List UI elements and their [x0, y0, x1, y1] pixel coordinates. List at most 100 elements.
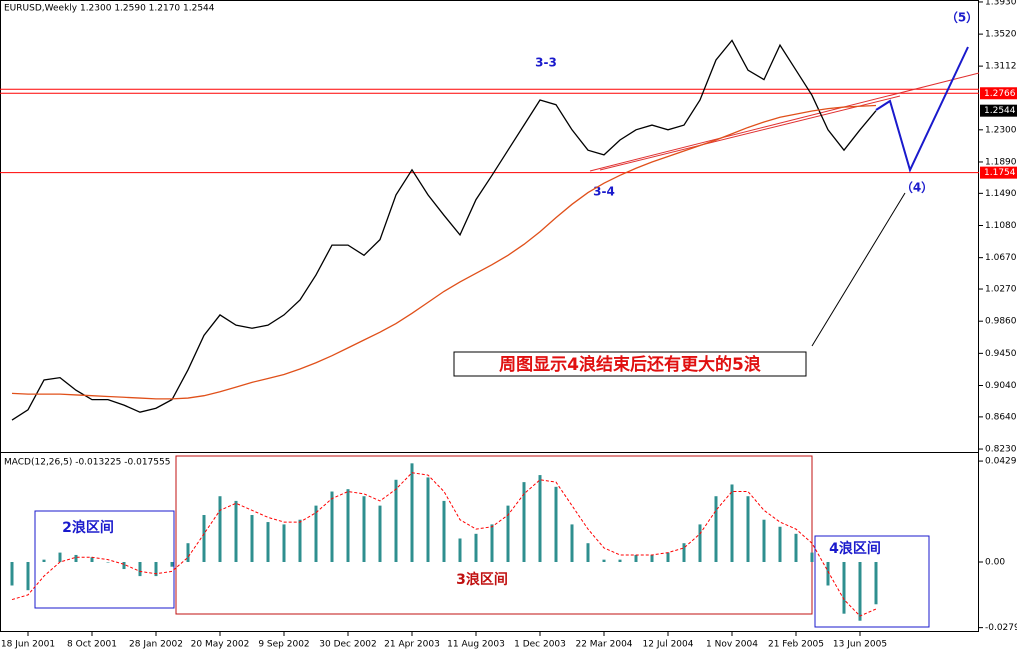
- y-tick-label: 1.3930: [985, 0, 1017, 7]
- histogram-bar: [378, 505, 382, 562]
- x-tick-label: 1 Dec 2003: [514, 640, 566, 650]
- y-tick-label: 1.0670: [985, 253, 1017, 263]
- histogram-bar: [650, 554, 654, 562]
- y-tick-label: 1.2300: [985, 125, 1017, 135]
- wave-projection: [875, 46, 969, 173]
- wave-label: （4）: [901, 180, 933, 195]
- x-tick-label: 8 Oct 2001: [67, 640, 117, 650]
- x-tick-label: 28 Jan 2002: [129, 640, 183, 650]
- y-tick-label: 0.9450: [985, 349, 1017, 359]
- histogram-bar: [730, 484, 734, 562]
- y-tick-label: 1.1890: [985, 157, 1017, 167]
- histogram-bar: [746, 496, 750, 562]
- histogram-bar: [282, 524, 286, 562]
- wave-label: 3-3: [535, 56, 557, 70]
- histogram-bar: [426, 477, 430, 562]
- y-tick-label: -0.02794: [985, 623, 1017, 633]
- wave-box-label: 2浪区间: [62, 519, 114, 536]
- histogram-bar: [682, 543, 686, 562]
- x-tick-label: 21 Apr 2003: [384, 640, 440, 650]
- level-tag: [980, 166, 1017, 179]
- histogram-bar: [522, 482, 526, 562]
- trend-line: [589, 72, 980, 172]
- level-label: 1.2766: [984, 89, 1016, 99]
- histogram-bar: [714, 496, 718, 562]
- histogram-bar: [106, 561, 110, 563]
- histogram-bar: [570, 524, 574, 562]
- x-tick-label: 9 Sep 2002: [258, 640, 309, 650]
- histogram-bar: [458, 538, 462, 562]
- level-label: 1.2544: [984, 106, 1016, 116]
- histogram-bar: [298, 519, 302, 562]
- histogram-bar: [778, 526, 782, 562]
- histogram-bar: [554, 486, 558, 562]
- y-tick-label: 1.3520: [985, 30, 1017, 40]
- trend-line: [599, 95, 901, 171]
- histogram-bar: [506, 505, 510, 562]
- pointer-line: [811, 192, 906, 347]
- wave-box: [814, 535, 930, 628]
- histogram-bar: [666, 552, 670, 562]
- series-line: [11, 39, 877, 421]
- histogram-bar: [90, 557, 94, 562]
- histogram-bar: [170, 561, 174, 567]
- histogram-bar: [202, 515, 206, 562]
- y-tick-label: 1.1490: [985, 189, 1017, 199]
- histogram-bar: [474, 533, 478, 562]
- level-tag: [980, 104, 1017, 117]
- x-tick-label: 21 Feb 2005: [768, 640, 824, 650]
- y-tick-label: 0.9860: [985, 317, 1017, 327]
- histogram-bar: [218, 496, 222, 562]
- histogram-bar: [490, 524, 494, 562]
- wave-box: [175, 455, 813, 615]
- y-tick-label: 0.04296: [985, 457, 1017, 467]
- wave-box-label: 4浪区间: [829, 540, 881, 557]
- histogram-bar: [10, 561, 14, 586]
- histogram-bar: [538, 475, 542, 562]
- level-label: 1.1754: [984, 168, 1016, 178]
- y-tick-label: 0.8230: [985, 445, 1017, 455]
- histogram-bar: [186, 543, 190, 562]
- wave-box-label: 3浪区间: [456, 571, 508, 588]
- histogram-bar: [842, 561, 846, 614]
- histogram-bar: [858, 561, 862, 621]
- histogram-bar: [362, 496, 366, 562]
- histogram-bar: [826, 561, 830, 586]
- y-tick-label: 0.00: [985, 557, 1005, 567]
- x-tick-label: 13 Jun 2005: [833, 640, 887, 650]
- y-tick-label: 1.0270: [985, 285, 1017, 295]
- x-tick-label: 30 Dec 2002: [319, 640, 377, 650]
- histogram-bar: [586, 543, 590, 562]
- histogram-bar: [250, 515, 254, 562]
- x-tick-label: 20 May 2002: [191, 640, 250, 650]
- level-tag: [980, 87, 1017, 100]
- histogram-bar: [602, 559, 606, 562]
- x-tick-label: 11 Aug 2003: [447, 640, 505, 650]
- histogram-bar: [762, 519, 766, 562]
- x-tick-label: 22 Mar 2004: [575, 640, 632, 650]
- series-line: [11, 472, 877, 617]
- x-tick-label: 18 Jun 2001: [1, 640, 55, 650]
- histogram-bar: [794, 533, 798, 562]
- histogram-bar: [234, 500, 238, 562]
- histogram-bar: [26, 561, 30, 591]
- histogram-bar: [874, 561, 878, 605]
- histogram-bar: [810, 552, 814, 562]
- histogram-bar: [410, 463, 414, 562]
- wave-label: （5）: [946, 10, 978, 25]
- histogram-bar: [618, 559, 622, 562]
- wave-box: [34, 510, 175, 609]
- chart-title: EURUSD,Weekly 1.2300 1.2590 1.2170 1.254…: [4, 4, 215, 14]
- y-tick-label: 0.9040: [985, 381, 1017, 391]
- y-tick-label: 0.8640: [985, 412, 1017, 422]
- histogram-bar: [42, 559, 46, 562]
- callout-box: [453, 351, 807, 377]
- histogram-bar: [138, 561, 142, 577]
- callout-text: 周图显示4浪结束后还有更大的5浪: [499, 354, 761, 375]
- wave-label: 3-4: [593, 185, 615, 199]
- series-line: [11, 104, 877, 400]
- histogram-bar: [698, 524, 702, 562]
- histogram-bar: [314, 505, 318, 562]
- histogram-bar: [266, 522, 270, 562]
